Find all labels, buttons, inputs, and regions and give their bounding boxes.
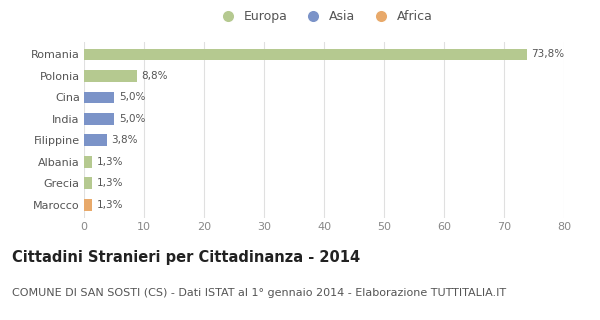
Text: 5,0%: 5,0% bbox=[119, 114, 145, 124]
Text: 1,3%: 1,3% bbox=[97, 200, 123, 210]
Bar bbox=[84, 177, 92, 189]
Text: 1,3%: 1,3% bbox=[97, 157, 123, 167]
Bar bbox=[84, 156, 92, 168]
Text: 8,8%: 8,8% bbox=[142, 71, 168, 81]
Text: Cittadini Stranieri per Cittadinanza - 2014: Cittadini Stranieri per Cittadinanza - 2… bbox=[12, 250, 360, 265]
Legend: Europa, Asia, Africa: Europa, Asia, Africa bbox=[211, 5, 437, 28]
Bar bbox=[84, 199, 92, 211]
Text: 5,0%: 5,0% bbox=[119, 92, 145, 102]
Text: 1,3%: 1,3% bbox=[97, 178, 123, 188]
Bar bbox=[84, 70, 137, 82]
Text: 73,8%: 73,8% bbox=[532, 50, 565, 60]
Text: 3,8%: 3,8% bbox=[112, 135, 138, 145]
Bar bbox=[84, 49, 527, 60]
Bar bbox=[84, 134, 107, 146]
Bar bbox=[84, 113, 114, 125]
Bar bbox=[84, 92, 114, 103]
Text: COMUNE DI SAN SOSTI (CS) - Dati ISTAT al 1° gennaio 2014 - Elaborazione TUTTITAL: COMUNE DI SAN SOSTI (CS) - Dati ISTAT al… bbox=[12, 288, 506, 298]
